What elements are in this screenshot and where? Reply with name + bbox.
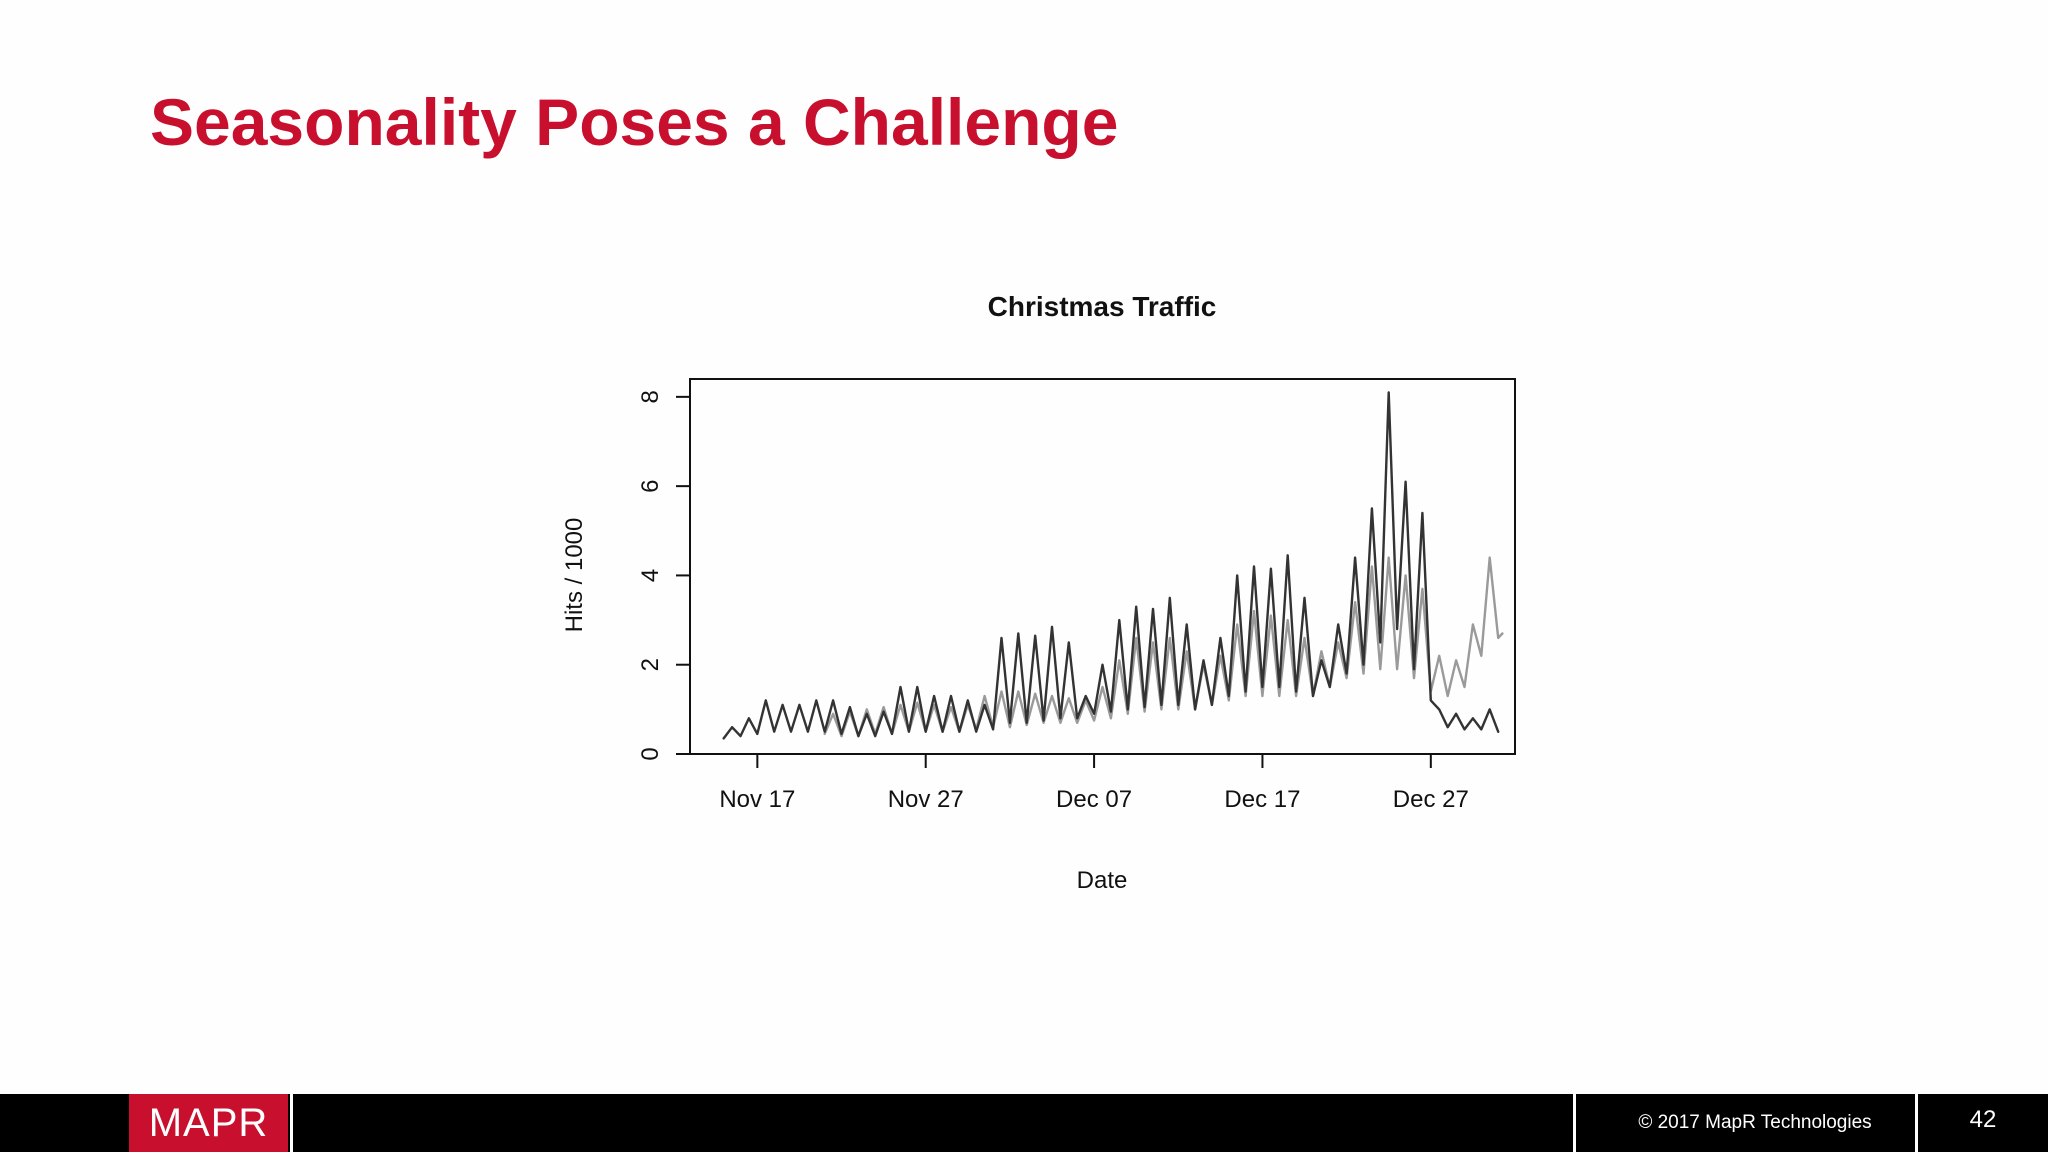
logo-divider [290,1094,293,1152]
page-number: 42 [1969,1106,1997,1133]
footer-bar [0,1094,2048,1152]
chart-container: Christmas Traffic Nov 17 Nov 27 Dec 07 Dec … [540,285,1540,915]
x-tick-label: Nov 27 [888,786,964,813]
y-tick-label: 2 [637,658,664,671]
y-tick-label: 4 [637,569,664,582]
christmas-traffic-chart: Christmas Traffic Nov 17 Nov 27 Dec 07 Dec … [561,291,1516,894]
x-axis-label: Date [1077,867,1128,894]
series-line-dark [722,391,1500,740]
y-axis-label: Hits / 1000 [561,518,588,633]
x-tick-label: Nov 17 [719,786,795,813]
y-axis: 0 2 4 6 8 [637,390,691,761]
x-axis: Nov 17 Nov 27 Dec 07 Dec 17 Dec 27 [719,753,1469,813]
y-tick-label: 0 [637,747,664,760]
slide-title: Seasonality Poses a Challenge [150,85,1119,159]
series-layer [722,391,1504,740]
x-tick-label: Dec 17 [1224,786,1300,813]
y-tick-label: 8 [637,390,664,403]
x-tick-label: Dec 27 [1393,786,1469,813]
y-tick-label: 6 [637,479,664,492]
mapr-logo: MAPR [129,1094,288,1152]
footer-divider-left [1573,1094,1576,1152]
x-tick-label: Dec 07 [1056,786,1132,813]
chart-title: Christmas Traffic [988,291,1217,322]
copyright-text: © 2017 MapR Technologies [1638,1112,1872,1133]
footer-divider-right [1915,1094,1918,1152]
